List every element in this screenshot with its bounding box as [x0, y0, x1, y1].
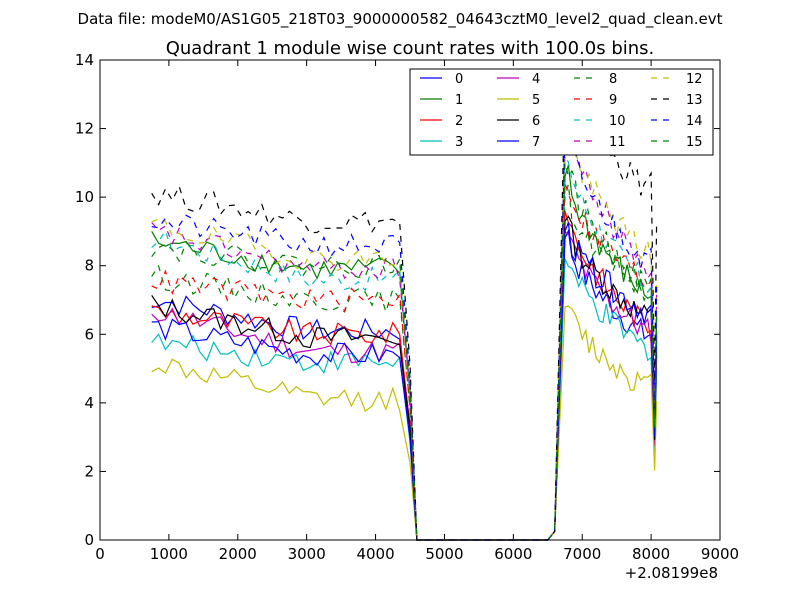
y-tick-label: 0 [84, 531, 94, 549]
y-tick-label: 6 [84, 325, 94, 343]
x-tick-label: 8000 [632, 545, 670, 563]
x-offset-label: +2.08199e8 [625, 564, 718, 582]
chart-title: Quadrant 1 module wise count rates with … [166, 38, 655, 59]
legend-label: 10 [609, 114, 626, 129]
y-tick-label: 4 [84, 394, 94, 412]
y-tick-label: 2 [84, 462, 94, 480]
x-tick-label: 2000 [219, 545, 257, 563]
legend-label: 15 [686, 135, 703, 150]
chart-suptitle: Data file: modeM0/AS1G05_218T03_90000005… [78, 10, 723, 29]
legend-label: 8 [609, 72, 617, 87]
y-tick-label: 8 [84, 257, 94, 275]
x-tick-label: 9000 [701, 545, 739, 563]
legend-label: 11 [609, 135, 626, 150]
legend-label: 14 [686, 114, 703, 129]
legend-label: 7 [532, 135, 540, 150]
legend-label: 0 [455, 72, 463, 87]
legend-label: 4 [532, 72, 540, 87]
y-tick-label: 12 [75, 120, 94, 138]
legend-box [409, 68, 714, 156]
legend-label: 1 [455, 93, 463, 108]
x-tick-label: 0 [95, 545, 105, 563]
legend-label: 13 [686, 93, 703, 108]
legend-label: 2 [455, 114, 463, 129]
legend-label: 3 [455, 135, 463, 150]
legend-label: 9 [609, 93, 617, 108]
legend-label: 12 [686, 72, 703, 87]
x-tick-label: 4000 [356, 545, 394, 563]
legend-label: 6 [532, 114, 540, 129]
y-tick-label: 14 [75, 51, 94, 69]
series-line-8 [151, 183, 658, 541]
plot-frame [99, 59, 721, 541]
x-tick-label: 5000 [425, 545, 463, 563]
x-tick-label: 1000 [150, 545, 188, 563]
x-tick-label: 3000 [288, 545, 326, 563]
series-line-14 [151, 124, 658, 541]
x-tick-label: 6000 [494, 545, 532, 563]
legend-label: 5 [532, 93, 540, 108]
axis-ticks: 0 1000 2000 3000 4000 5000 6000 7000 8000 9000 0 2 4… [75, 51, 739, 563]
x-tick-label: 7000 [563, 545, 601, 563]
y-tick-label: 10 [75, 188, 94, 206]
